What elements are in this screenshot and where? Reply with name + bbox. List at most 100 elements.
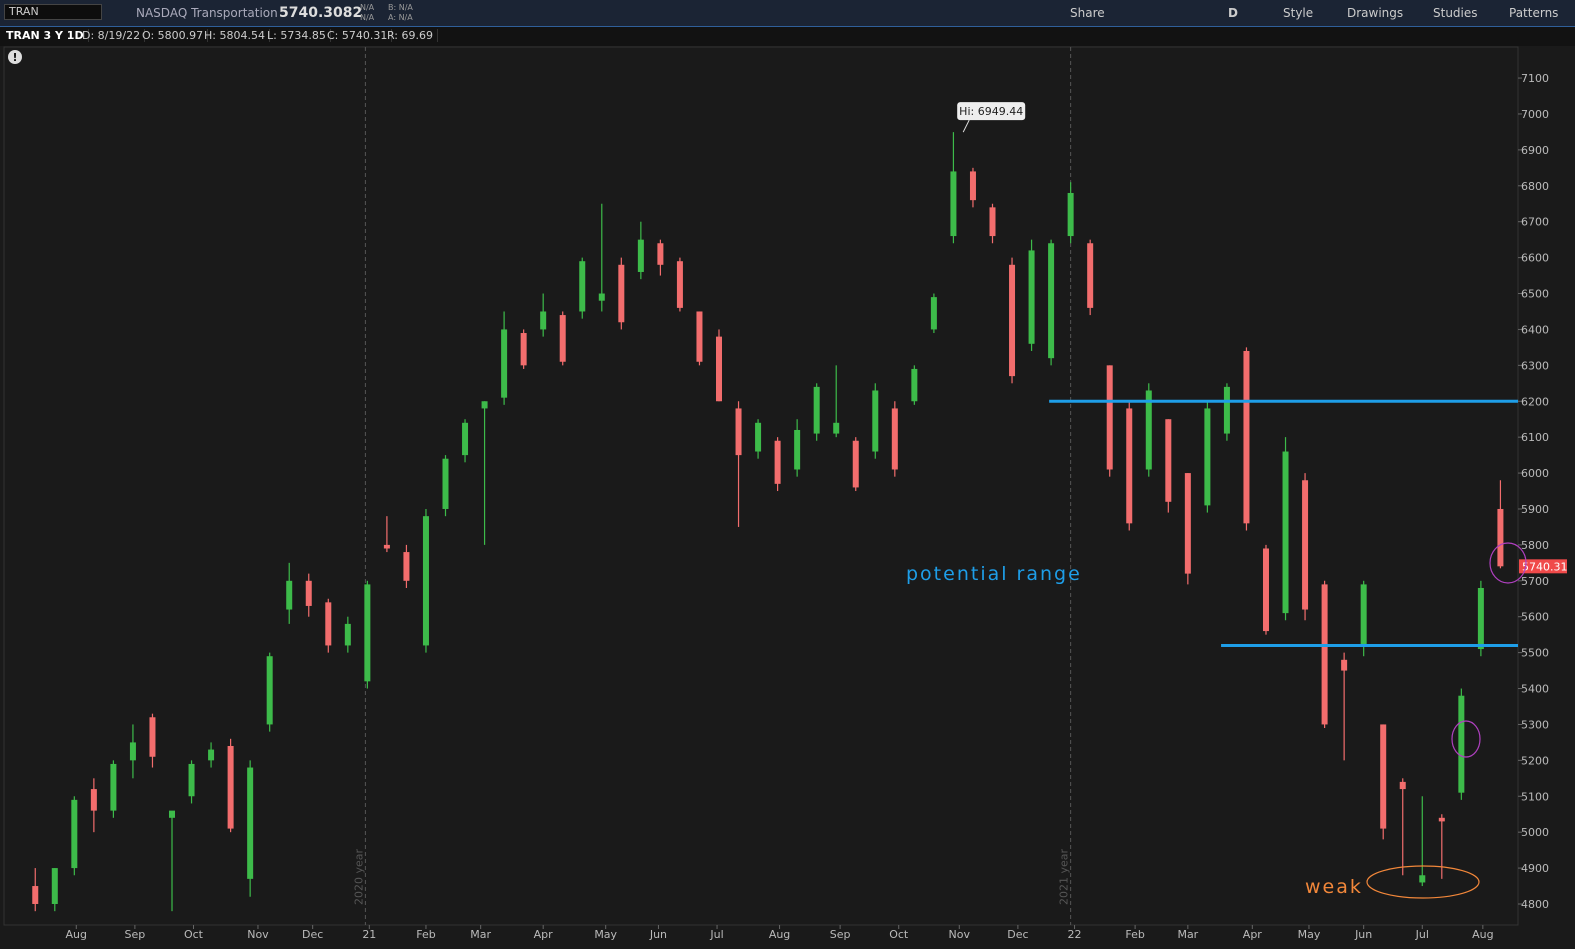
y-tick-label: 7100 — [1521, 72, 1549, 85]
x-tick-label: Dec — [302, 928, 323, 941]
info-icon-glyph: ! — [12, 51, 17, 64]
x-tick-label: Apr — [534, 928, 554, 941]
y-tick-label: 6300 — [1521, 359, 1549, 372]
y-tick-label: 5500 — [1521, 647, 1549, 660]
candle-body — [462, 422, 469, 456]
info: O: 5800.97 — [138, 29, 209, 42]
button[interactable]: D — [1228, 6, 1238, 20]
y-tick-label: 5600 — [1521, 611, 1549, 624]
button[interactable]: Patterns — [1509, 6, 1559, 20]
candle-body — [1282, 451, 1289, 614]
description: NASDAQ Transportation — [136, 6, 278, 20]
candle-body — [149, 717, 156, 757]
x-tick-label: Oct — [184, 928, 204, 941]
y-tick-label: 4900 — [1521, 862, 1549, 875]
button[interactable]: Share — [1070, 6, 1105, 20]
candle-body — [1341, 659, 1348, 671]
x-tick-label: Nov — [247, 928, 269, 941]
candle-body — [1028, 250, 1035, 344]
high-label: Hi: 6949.44 — [959, 105, 1023, 118]
y-tick-label: 6400 — [1521, 323, 1549, 336]
x-tick-label: 21 — [362, 928, 376, 941]
candle-body — [813, 386, 820, 434]
bid: B: N/A — [388, 3, 413, 12]
y-tick-label: 5100 — [1521, 790, 1549, 803]
candle-body — [696, 311, 703, 362]
candle-body — [501, 329, 508, 398]
y-tick-label: 4800 — [1521, 898, 1549, 911]
candle-body — [1048, 243, 1055, 359]
candle-body — [1009, 264, 1016, 377]
y-tick-label: 5000 — [1521, 826, 1549, 839]
x-tick-label: Jul — [709, 928, 723, 941]
candle-body — [852, 440, 859, 488]
candle-body — [227, 745, 234, 829]
ask: A: N/A — [388, 13, 413, 22]
candle-body — [1165, 419, 1172, 502]
candle-body — [286, 580, 293, 610]
candle-body — [1184, 473, 1191, 574]
candle-body — [169, 810, 176, 818]
info-bar: TRAN 3 Y 1D D: 8/19/22 O: 5800.97 H: 580… — [0, 27, 1575, 46]
y-tick-label: 6800 — [1521, 180, 1549, 193]
candle-body — [1302, 480, 1309, 610]
last-price-tag — [1519, 559, 1567, 574]
info-icon[interactable] — [8, 50, 22, 64]
high-pointer — [962, 119, 970, 133]
y-tick-label: 5400 — [1521, 683, 1549, 696]
year-label: 2020 year — [352, 848, 365, 905]
candle-body — [32, 886, 39, 904]
info: R: 69.69 — [383, 29, 438, 42]
candle-body — [989, 207, 996, 237]
candle-body — [1204, 408, 1211, 506]
button[interactable]: Studies — [1433, 6, 1478, 20]
candle-body — [755, 422, 762, 452]
candle-body — [481, 401, 488, 409]
button[interactable]: Style — [1283, 6, 1314, 20]
candle-body — [1262, 548, 1269, 632]
candle-body — [266, 656, 273, 725]
y-tick-label: 6500 — [1521, 288, 1549, 301]
symbol-input[interactable]: TRAN — [4, 4, 102, 20]
candle-body — [735, 408, 742, 456]
candle-body — [540, 311, 547, 330]
candle-body — [930, 297, 937, 330]
info: L: 5734.85 — [263, 29, 331, 42]
candle-body — [51, 868, 58, 904]
y-tick-label: 5700 — [1521, 575, 1549, 588]
y-tick-label: 6200 — [1521, 395, 1549, 408]
y-tick-label: 5200 — [1521, 754, 1549, 767]
candle-body — [774, 440, 781, 484]
candle-body — [911, 368, 918, 402]
candle-body — [1126, 408, 1133, 524]
candle-body — [1477, 587, 1484, 650]
y-tick-label: 6700 — [1521, 216, 1549, 229]
candle-body — [110, 763, 117, 811]
x-tick-label: Jun — [649, 928, 667, 941]
candle-body — [579, 261, 586, 312]
candle-body — [90, 789, 97, 811]
candle-body — [1106, 365, 1113, 470]
toolbar: TRAN NASDAQ Transportation 5740.3082 N/A… — [0, 0, 1575, 27]
candle-body — [1438, 817, 1445, 822]
candle-body — [559, 315, 566, 362]
candle-body — [637, 239, 644, 272]
candle-body — [1380, 724, 1387, 829]
candle-body — [872, 390, 879, 452]
candle-body — [422, 516, 429, 646]
x-tick-label: Aug — [769, 928, 790, 941]
y-tick-label: 6900 — [1521, 144, 1549, 157]
high-callout — [957, 102, 1026, 121]
candle-body — [657, 243, 664, 265]
y-tick-label: 6000 — [1521, 467, 1549, 480]
x-tick-label: Aug — [1472, 928, 1493, 941]
x-tick-label: Sep — [830, 928, 851, 941]
button[interactable]: Drawings — [1347, 6, 1404, 20]
candle-body — [715, 336, 722, 402]
candle-body — [1243, 350, 1250, 524]
candle-body — [71, 799, 78, 869]
x-tick-label: Jul — [1415, 928, 1429, 941]
x-tick-label: Apr — [1243, 928, 1263, 941]
candle-body — [1223, 386, 1230, 434]
